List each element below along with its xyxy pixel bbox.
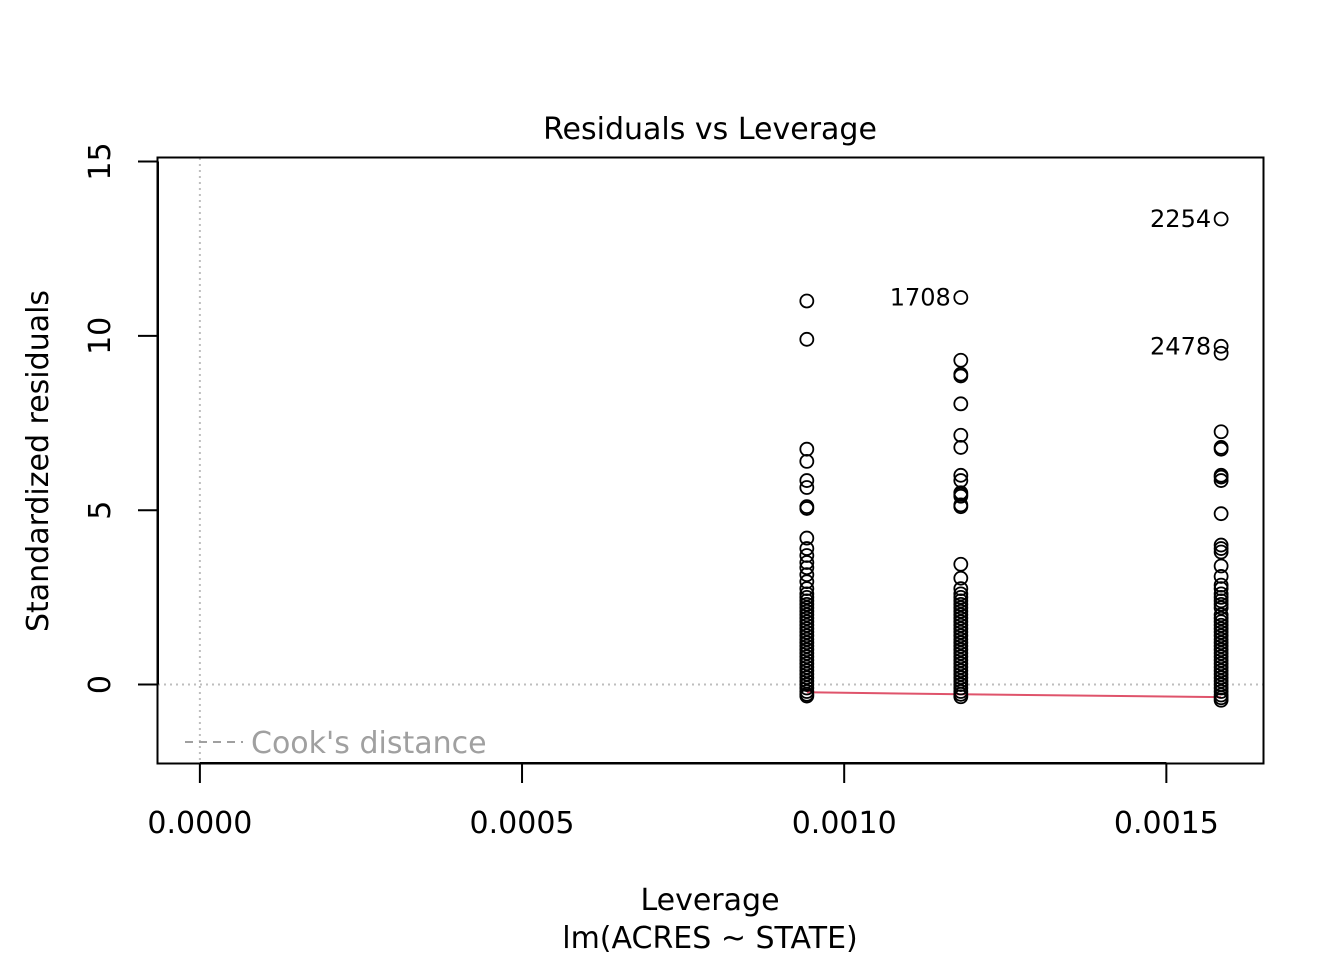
data-point <box>953 368 969 384</box>
y-tick-label: 0 <box>83 675 118 694</box>
y-axis: 0 5 10 15 <box>83 142 159 694</box>
data-point <box>953 290 969 305</box>
data-point <box>953 352 969 368</box>
legend: Cook's distance <box>185 726 487 761</box>
data-point <box>799 567 815 583</box>
point-label: 1708 <box>890 283 951 311</box>
data-point <box>1213 338 1229 354</box>
y-tick-label: 5 <box>83 501 118 520</box>
data-point <box>799 560 815 576</box>
data-point <box>799 331 815 347</box>
point-labels: 2254 1708 2478 <box>890 205 1211 360</box>
data-point <box>1213 473 1229 488</box>
y-tick-label: 15 <box>83 142 118 180</box>
data-point <box>799 480 815 495</box>
x-axis-label: Leverage <box>640 883 779 918</box>
data-point <box>1213 558 1229 574</box>
data-point <box>1213 424 1229 440</box>
plot-frame <box>156 156 1265 765</box>
smooth-line-group <box>806 691 1222 699</box>
data-point <box>953 488 969 504</box>
data-point <box>1213 211 1229 227</box>
data-point <box>799 530 815 546</box>
y-tick-label: 10 <box>83 317 118 355</box>
point-label: 2478 <box>1150 332 1211 360</box>
data-point <box>799 473 815 488</box>
data-point <box>953 556 969 572</box>
x-axis: 0.0000 0.0005 0.0010 0.0015 <box>147 762 1219 841</box>
x-tick-label: 0.0015 <box>1114 806 1219 841</box>
data-point <box>1213 345 1229 361</box>
data-points <box>799 211 1229 708</box>
data-point <box>953 396 969 412</box>
data-point <box>953 440 969 455</box>
data-point <box>1213 506 1229 522</box>
legend-label: Cook's distance <box>251 726 487 761</box>
data-point <box>799 541 815 556</box>
data-point <box>1213 600 1229 616</box>
data-point <box>953 689 969 705</box>
data-point <box>1213 544 1229 560</box>
data-point <box>799 441 815 457</box>
reference-lines <box>158 158 1263 763</box>
data-point <box>799 501 815 516</box>
x-tick-label: 0.0005 <box>470 806 575 841</box>
data-point <box>799 688 815 704</box>
chart-title: Residuals vs Leverage <box>543 112 877 147</box>
x-tick-label: 0.0010 <box>792 806 897 841</box>
data-point <box>953 467 969 483</box>
smooth-line <box>806 691 1222 699</box>
y-axis-label: Standardized residuals <box>21 290 56 632</box>
data-point <box>953 427 969 443</box>
x-axis-subtitle: lm(ACRES ~ STATE) <box>562 921 857 956</box>
data-point <box>953 570 969 586</box>
point-label: 2254 <box>1150 205 1211 233</box>
data-point <box>1213 441 1229 457</box>
x-tick-label: 0.0000 <box>147 806 252 841</box>
data-point <box>953 499 969 515</box>
data-point <box>799 453 815 469</box>
data-point <box>799 293 815 309</box>
data-point <box>1213 692 1229 708</box>
